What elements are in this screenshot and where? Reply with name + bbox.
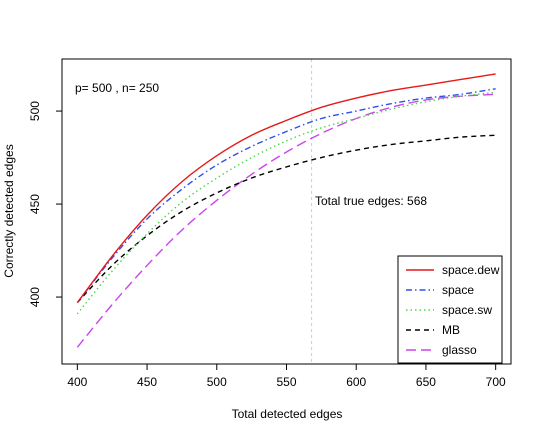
series-line-space <box>76 88 496 304</box>
legend-label: space.sw <box>442 303 492 317</box>
x-tick-label: 450 <box>137 375 157 389</box>
x-tick-label: 550 <box>276 375 296 389</box>
legend-label: glasso <box>442 343 477 357</box>
x-tick-label: 650 <box>416 375 436 389</box>
series-line-glasso <box>76 93 496 348</box>
true-edges-annotation: Total true edges: 568 <box>315 194 427 208</box>
x-tick-label: 600 <box>346 375 366 389</box>
legend: space.dew space space.sw MB glasso <box>397 255 503 364</box>
series-line-space-dew <box>76 73 496 304</box>
legend-label: space <box>442 283 474 297</box>
plot-layer <box>76 59 496 364</box>
x-tick-label: 500 <box>207 375 227 389</box>
series-line-MB <box>76 134 496 304</box>
x-tick-label: 400 <box>67 375 87 389</box>
series-line-space-sw <box>76 91 496 315</box>
x-tick-label: 700 <box>486 375 506 389</box>
params-annotation: p= 500 , n= 250 <box>75 81 159 95</box>
axes-layer: 400 450 500 550 600 650 700 400 450 500 <box>28 58 512 389</box>
legend-label: MB <box>442 323 460 337</box>
x-axis-label: Total detected edges <box>232 407 343 421</box>
legend-label: space.dew <box>442 263 500 277</box>
y-axis-label: Correctly detected edges <box>2 144 16 277</box>
y-tick-label: 450 <box>28 194 42 214</box>
y-tick-label: 400 <box>28 287 42 307</box>
y-tick-label: 500 <box>28 101 42 121</box>
